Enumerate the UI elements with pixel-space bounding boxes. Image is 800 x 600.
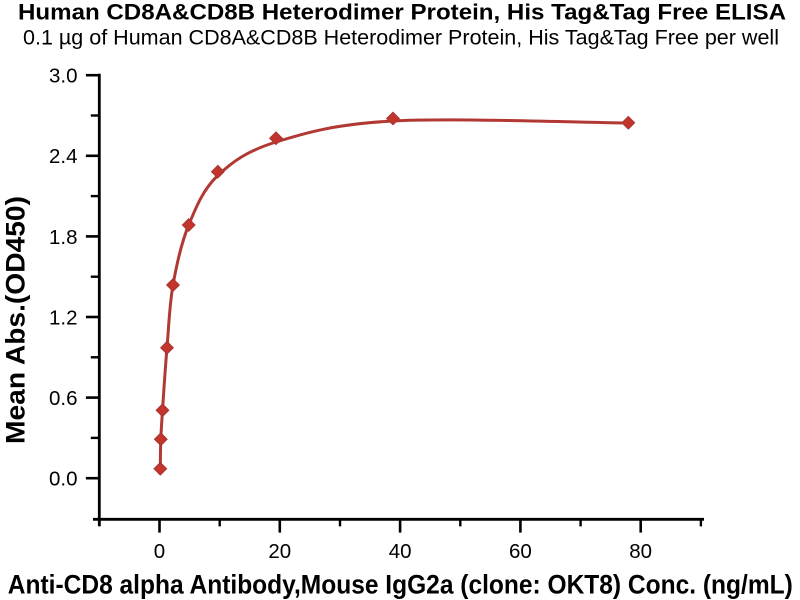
svg-text:80: 80 — [629, 540, 652, 563]
svg-text:0.6: 0.6 — [49, 387, 78, 410]
svg-text:2.4: 2.4 — [49, 145, 78, 168]
svg-text:Human CD8A&CD8B Heterodimer Pr: Human CD8A&CD8B Heterodimer Protein, His… — [18, 0, 786, 25]
svg-text:1.8: 1.8 — [49, 226, 78, 249]
svg-text:0.0: 0.0 — [49, 468, 78, 491]
svg-text:Mean Abs.(OD450): Mean Abs.(OD450) — [0, 196, 30, 444]
svg-text:3.0: 3.0 — [49, 65, 78, 88]
svg-text:1.2: 1.2 — [49, 306, 78, 329]
svg-text:0: 0 — [154, 540, 165, 563]
svg-text:0.1 µg of Human CD8A&CD8B Hete: 0.1 µg of Human CD8A&CD8B Heterodimer Pr… — [23, 26, 779, 50]
svg-text:Anti-CD8 alpha Antibody,Mouse: Anti-CD8 alpha Antibody,Mouse IgG2a (clo… — [8, 570, 793, 600]
svg-text:40: 40 — [389, 540, 412, 563]
svg-text:60: 60 — [509, 540, 532, 563]
svg-text:20: 20 — [268, 540, 291, 563]
